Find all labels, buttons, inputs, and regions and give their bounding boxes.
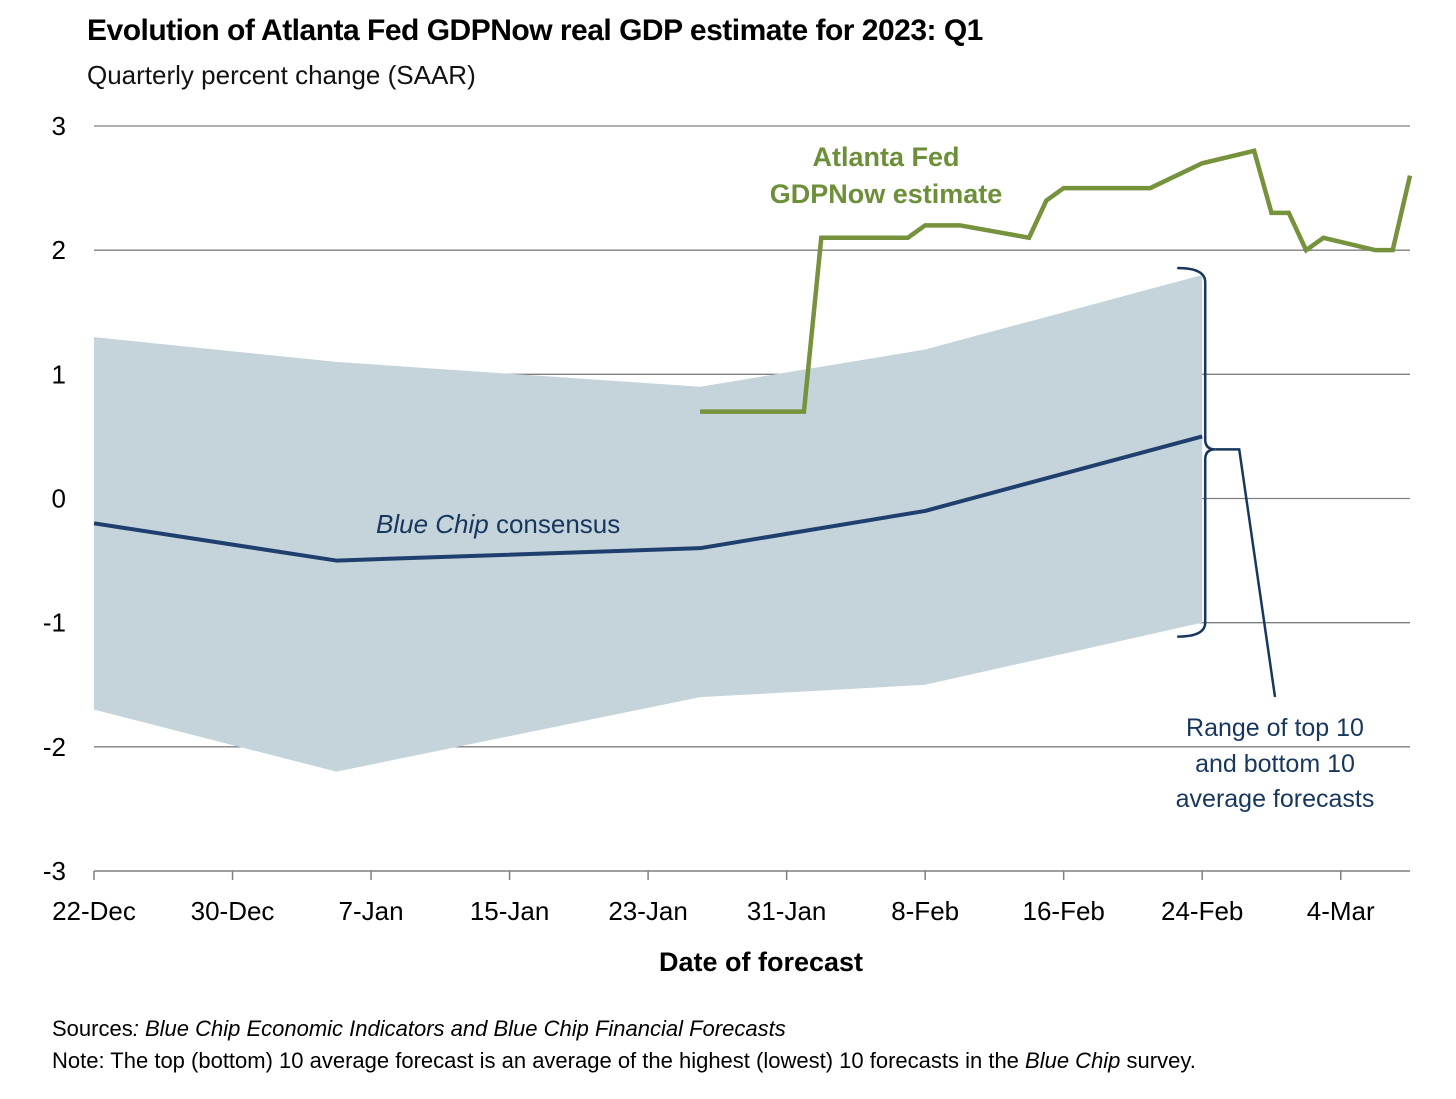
y-tick-label: 3 bbox=[52, 111, 66, 141]
y-tick-label: 0 bbox=[52, 484, 66, 514]
sources-footnote: Sources: Blue Chip Economic Indicators a… bbox=[52, 1016, 786, 1042]
range-band bbox=[94, 275, 1203, 772]
note-italic: Blue Chip bbox=[1025, 1048, 1121, 1073]
x-tick-label: 30-Dec bbox=[191, 896, 275, 926]
range-band-layer bbox=[94, 275, 1203, 772]
sources-label: Sources bbox=[52, 1016, 133, 1041]
x-tick-label: 22-Dec bbox=[52, 896, 136, 926]
x-axis bbox=[93, 870, 1410, 880]
blue-chip-consensus-line bbox=[93, 434, 1203, 563]
y-tick-label: -1 bbox=[43, 608, 66, 638]
range-bracket bbox=[1177, 266, 1216, 638]
y-axis-tick-labels: 3 2 1 0 -1 -2 -3 bbox=[43, 111, 66, 886]
x-tick-label: 31-Jan bbox=[747, 896, 827, 926]
range-leader-line bbox=[1215, 448, 1277, 698]
y-tick-label: -3 bbox=[43, 856, 66, 886]
x-tick-label: 24-Feb bbox=[1161, 896, 1243, 926]
note-text-2: survey. bbox=[1120, 1048, 1196, 1073]
y-tick-label: -2 bbox=[43, 732, 66, 762]
range-bracket-annotation bbox=[1177, 266, 1277, 698]
chart-title: Evolution of Atlanta Fed GDPNow real GDP… bbox=[87, 14, 983, 47]
gdpnow-estimate-line bbox=[700, 148, 1413, 414]
x-tick-label: 16-Feb bbox=[1022, 896, 1104, 926]
x-tick-label: 23-Jan bbox=[608, 896, 688, 926]
range-annotation-line2: and bottom 10 bbox=[1195, 750, 1355, 778]
sources-text: : Blue Chip Economic Indicators and Blue… bbox=[132, 1016, 786, 1041]
note-label: Note: bbox=[52, 1048, 105, 1073]
range-annotation-line3: average forecasts bbox=[1176, 785, 1375, 813]
chart-subtitle: Quarterly percent change (SAAR) bbox=[87, 60, 476, 90]
x-tick-label: 8-Feb bbox=[891, 896, 959, 926]
series-lines-layer bbox=[93, 148, 1413, 563]
gdpnow-annotation-line2: GDPNow estimate bbox=[770, 179, 1003, 209]
gdpnow-annotation-line1: Atlanta Fed bbox=[812, 142, 959, 172]
consensus-annotation: Blue Chip consensus bbox=[376, 509, 620, 539]
consensus-annotation-italic: Blue Chip bbox=[376, 509, 489, 539]
chart-plot: 3 2 1 0 -1 -2 -3 22-Dec 30-Dec 7-Jan 15-Jan 23-Jan… bbox=[43, 111, 1413, 977]
x-axis-tick-labels: 22-Dec 30-Dec 7-Jan 15-Jan 23-Jan 31-Jan 8-Feb… bbox=[52, 896, 1375, 926]
note-footnote: Note: The top (bottom) 10 average foreca… bbox=[52, 1048, 1196, 1074]
x-tick-label: 7-Jan bbox=[339, 896, 404, 926]
y-tick-label: 2 bbox=[52, 235, 66, 265]
x-tick-label: 4-Mar bbox=[1307, 896, 1375, 926]
x-axis-label: Date of forecast bbox=[659, 947, 863, 977]
consensus-annotation-rest: consensus bbox=[489, 509, 621, 539]
range-annotation-line1: Range of top 10 bbox=[1186, 714, 1364, 742]
x-tick-label: 15-Jan bbox=[470, 896, 550, 926]
y-tick-label: 1 bbox=[52, 359, 66, 389]
note-text-1: The top (bottom) 10 average forecast is … bbox=[104, 1048, 1026, 1073]
